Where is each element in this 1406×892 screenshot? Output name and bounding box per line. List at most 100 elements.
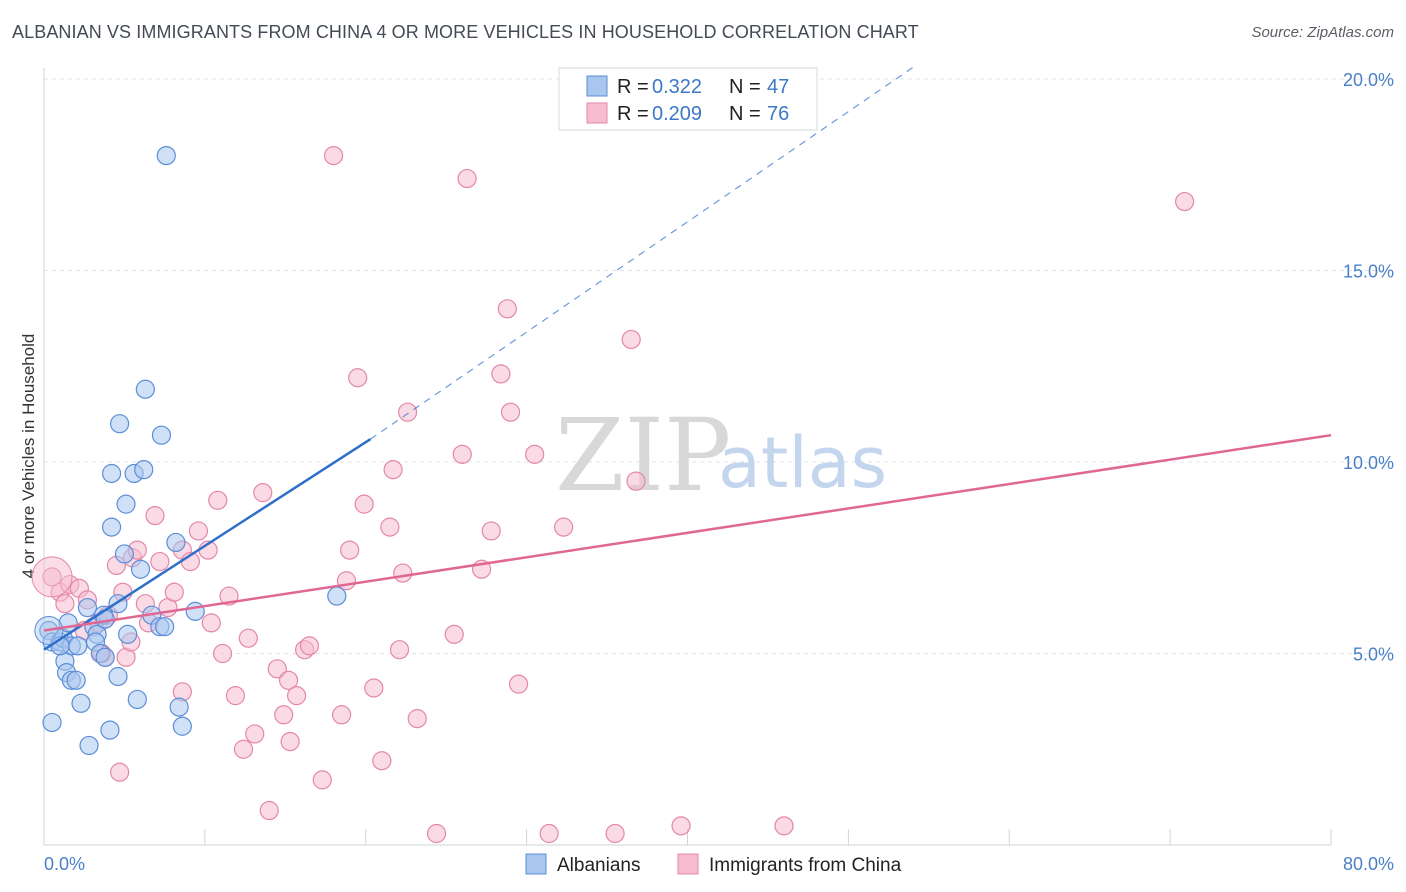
data-point — [110, 414, 130, 434]
data-point — [253, 483, 273, 503]
data-point — [245, 724, 265, 744]
data-point-large — [31, 556, 73, 598]
data-point — [164, 582, 184, 602]
x-tick-label-min: 0.0% — [44, 854, 85, 874]
data-point — [372, 751, 392, 771]
bottom-legend: Albanians Immigrants from China — [525, 853, 902, 876]
legend-swatch-china — [586, 102, 608, 124]
trend-lines — [43, 67, 1332, 651]
legend-n-label-2: N = — [729, 103, 761, 125]
data-point — [225, 686, 246, 706]
data-point — [201, 613, 221, 633]
data-point — [407, 709, 427, 729]
y-tick-label: 20.0% — [1343, 70, 1394, 90]
legend-box: R = 0.322 N = 47 R = 0.209 N = 76 — [558, 67, 818, 131]
data-point — [68, 636, 88, 656]
data-point — [238, 628, 258, 648]
data-point — [380, 517, 400, 537]
x-axis-ticks — [204, 829, 1332, 845]
legend-n-value-2: 76 — [767, 103, 789, 125]
data-point — [135, 379, 155, 399]
y-tick-label: 5.0% — [1353, 645, 1394, 665]
watermark-zip: ZIP — [555, 397, 731, 514]
data-point — [671, 816, 691, 836]
data-point — [150, 551, 170, 572]
data-point — [101, 517, 122, 537]
data-point — [389, 640, 410, 660]
bottom-legend-albanians: Albanians — [557, 855, 640, 876]
data-point — [208, 490, 228, 510]
data-point — [172, 716, 192, 736]
data-point — [118, 624, 138, 644]
data-point — [393, 563, 413, 583]
data-point — [323, 146, 344, 166]
y-tick-label: 10.0% — [1343, 453, 1394, 473]
legend-n-value-1: 47 — [767, 76, 789, 98]
bottom-legend-swatch-albanians — [525, 853, 547, 875]
china-trend-line — [43, 433, 1332, 632]
data-point — [481, 521, 501, 541]
data-point — [66, 670, 86, 690]
data-point — [145, 506, 165, 526]
x-tick-label-max: 80.0% — [1343, 854, 1394, 874]
data-point — [621, 329, 641, 350]
data-point — [55, 594, 75, 614]
data-point — [554, 517, 574, 537]
data-point — [278, 670, 299, 690]
data-point — [95, 647, 115, 667]
legend-r-value-2: 0.209 — [652, 103, 702, 125]
data-point — [100, 720, 120, 740]
data-point — [312, 770, 332, 790]
data-point — [127, 689, 147, 710]
legend-r-label-2: R = — [617, 103, 649, 125]
data-point — [354, 494, 374, 514]
data-point — [1175, 191, 1195, 212]
data-point — [500, 402, 521, 422]
data-point — [134, 460, 154, 480]
chart-title: ALBANIAN VS IMMIGRANTS FROM CHINA 4 OR M… — [12, 22, 919, 42]
legend-swatch-albanians — [586, 75, 608, 97]
data-point — [114, 544, 135, 564]
data-point — [364, 678, 384, 698]
data-point — [274, 705, 294, 725]
data-point — [42, 712, 62, 733]
data-point — [626, 471, 646, 491]
y-axis-label: 4 or more Vehicles in Household — [19, 334, 38, 579]
bottom-legend-china: Immigrants from China — [709, 855, 902, 876]
albanian-trend-extension — [370, 67, 914, 440]
data-point — [155, 617, 175, 637]
watermark-atlas: atlas — [718, 422, 887, 504]
data-point — [79, 735, 99, 756]
data-point — [156, 146, 176, 166]
data-point — [185, 601, 205, 621]
albanian-trend-line — [43, 437, 372, 651]
data-point — [280, 731, 300, 752]
source-label: Source: ZipAtlas.com — [1251, 24, 1394, 41]
data-point — [457, 168, 477, 189]
data-point — [340, 540, 360, 560]
data-point — [110, 762, 130, 782]
data-point — [166, 532, 186, 553]
data-point — [774, 816, 794, 836]
data-point — [71, 693, 91, 713]
data-point — [332, 705, 352, 725]
data-point — [491, 364, 511, 384]
data-point — [267, 659, 287, 679]
data-point — [383, 460, 403, 480]
data-point — [426, 823, 447, 844]
data-point — [299, 636, 320, 656]
data-point — [525, 444, 545, 464]
data-point — [539, 823, 559, 844]
data-point — [116, 494, 136, 514]
data-point — [397, 402, 418, 422]
data-point — [259, 800, 279, 821]
data-point — [348, 368, 368, 388]
y-tick-label: 15.0% — [1343, 262, 1394, 282]
data-point — [605, 823, 625, 844]
albanian-points — [34, 146, 347, 756]
grid-lines — [44, 78, 1394, 654]
data-point — [169, 697, 189, 717]
china-points — [31, 146, 1195, 844]
y-axis-tick-labels: 5.0% 10.0% 15.0% 20.0% — [1343, 70, 1394, 665]
